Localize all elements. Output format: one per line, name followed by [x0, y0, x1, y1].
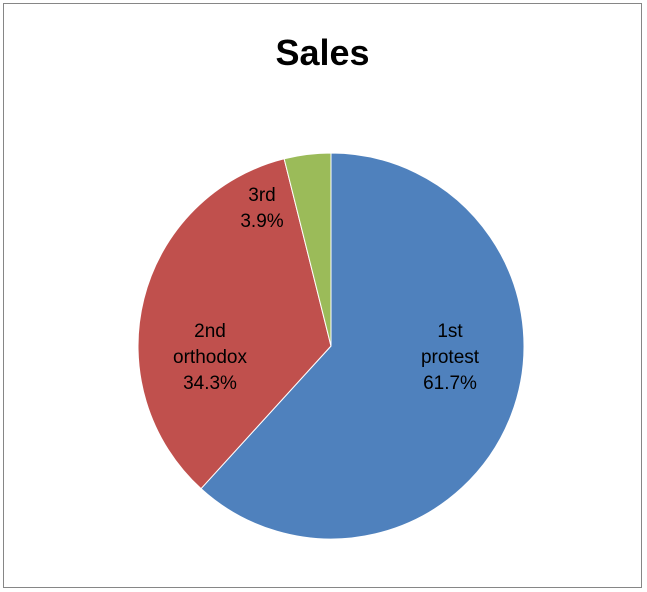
slice-category-label: 2nd: [194, 321, 226, 342]
pie-chart: 1st protest 61.7% 2nd orthodox 34.3% 3rd 3.9%: [137, 152, 525, 540]
pie-slice-3: [283, 152, 332, 347]
chart-frame: Sales 1st protest 61.7% 2nd orthodox 34.3% 3rd…: [3, 3, 642, 588]
slice-percent-label: 34.3%: [183, 373, 237, 394]
pie-slice-1: [200, 152, 525, 540]
slice-category-label: 1st: [437, 321, 463, 342]
slice-label-3: 3rd 3.9%: [240, 185, 283, 232]
slice-percent-label: 3.9%: [240, 211, 283, 232]
slice-category-label: protest: [421, 347, 480, 368]
slice-category-label: orthodox: [173, 347, 247, 368]
pie-slice-2: [137, 158, 332, 490]
slice-label-1: 1st protest 61.7%: [421, 321, 480, 394]
chart-title: Sales: [275, 32, 370, 73]
slice-category-label: 3rd: [248, 185, 275, 206]
slice-label-2: 2nd orthodox 34.3%: [173, 321, 247, 394]
slice-percent-label: 61.7%: [423, 373, 477, 394]
